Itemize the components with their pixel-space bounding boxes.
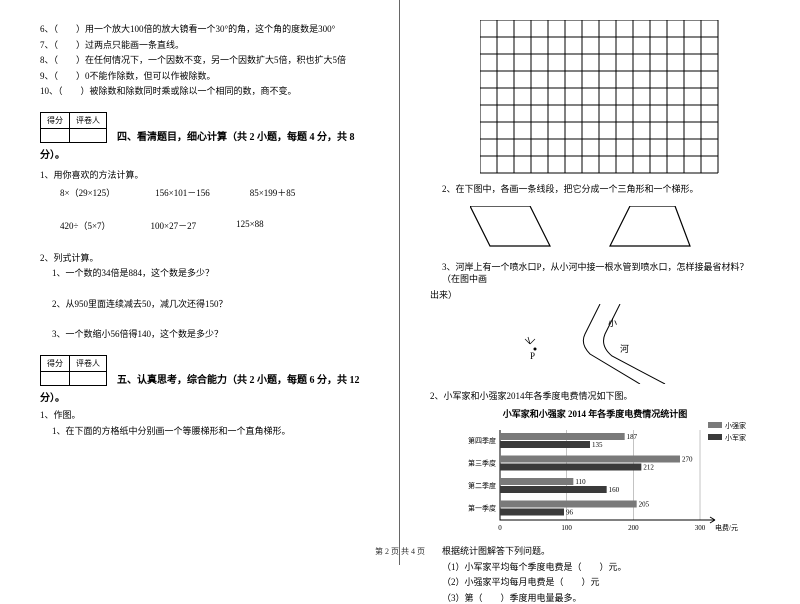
prob-1: 1、用你喜欢的方法计算。 [40, 169, 379, 182]
prob-5-1: 1、作图。 [40, 409, 379, 422]
calc-row-2: 420÷（5×7） 100×27－27 125×88 [60, 219, 379, 232]
svg-text:110: 110 [575, 478, 586, 486]
question-8: 8、（ ）在任何情况下，一个因数不变，另一个因数扩大5倍，积也扩大5倍 [40, 54, 379, 67]
svg-text:205: 205 [639, 500, 650, 508]
parallelogram-shape [470, 206, 560, 251]
question-r3b: 出来） [430, 289, 760, 302]
section-4-cont: 分）。 [40, 149, 379, 163]
svg-text:96: 96 [566, 508, 574, 516]
prob-2-2: 2、从950里面连续减去50，减几次还得150？ [52, 298, 379, 311]
svg-text:200: 200 [628, 524, 639, 532]
sub-2: （2）小强家平均每月电费是（ ）元 [442, 576, 760, 589]
grid-paper [480, 20, 720, 175]
question-10: 10、（ ）被除数和除数同时乘或除以一个相同的数，商不变。 [40, 85, 379, 98]
sub-3: （3）第（ ）季度用电量最多。 [442, 592, 760, 604]
sub-1: （1）小军家平均每个季度电费是（ ）元。 [442, 561, 760, 574]
svg-text:270: 270 [682, 455, 693, 463]
grader-label: 评卷人 [70, 112, 107, 128]
svg-text:小强家: 小强家 [725, 421, 746, 430]
grader-label-5: 评卷人 [70, 355, 107, 371]
score-cell-5 [41, 371, 70, 385]
chart-title: 小军家和小强家 2014 年各季度电费情况统计图 [430, 407, 760, 420]
score-box-4: 得分评卷人 四、看清题目，细心计算（共 2 小题，每题 4 分，共 8 [40, 112, 379, 143]
chart-intro: 2、小军家和小强家2014年各季度电费情况如下图。 [430, 390, 760, 403]
svg-text:135: 135 [592, 441, 603, 449]
right-column: 2、在下图中，各画一条线段，把它分成一个三角形和一个梯形。 3、河岸上有一个喷水… [400, 0, 800, 565]
calc-2-3: 125×88 [236, 219, 264, 232]
svg-text:第一季度: 第一季度 [468, 503, 496, 512]
shapes-row [470, 206, 760, 251]
calc-2-2: 100×27－27 [151, 219, 197, 232]
label-small: 小 [608, 318, 617, 328]
label-river: 河 [620, 343, 629, 354]
score-label-5: 得分 [41, 355, 70, 371]
score-cell [41, 128, 70, 142]
score-box-5: 得分评卷人 五、认真思考，综合能力（共 2 小题，每题 6 分，共 12 [40, 355, 379, 386]
grader-cell [70, 128, 107, 142]
svg-text:300: 300 [695, 524, 706, 532]
svg-text:电费/元: 电费/元 [715, 523, 738, 532]
svg-text:第四季度: 第四季度 [468, 436, 496, 445]
trapezoid-shape [600, 206, 700, 251]
question-r3: 3、河岸上有一个喷水口P，从小河中接一根水管到喷水口，怎样接最省材料？（在图中画 [442, 261, 760, 286]
question-9: 9、（ ）0不能作除数，但可以作被除数。 [40, 70, 379, 83]
calc-2-1: 420÷（5×7） [60, 219, 111, 232]
svg-text:187: 187 [627, 433, 638, 441]
prob-2-3: 3、一个数缩小56倍得140，这个数是多少？ [52, 328, 379, 341]
score-table-5: 得分评卷人 [40, 355, 107, 386]
section-5-title: 五、认真思考，综合能力（共 2 小题，每题 6 分，共 12 [117, 371, 360, 386]
question-7: 7、（ ）过两点只能画一条直线。 [40, 39, 379, 52]
grader-cell-5 [70, 371, 107, 385]
calc-1-1: 8×（29×125） [60, 186, 115, 199]
bar-chart: 小强家小军家 0 100 200 300 电费/元 187 135 第四季度 270 212 第三季度… [450, 420, 750, 540]
left-column: 6、（ ）用一个放大100倍的放大镜看一个30°的角，这个角的度数是300° 7… [0, 0, 400, 565]
river-diagram: 小 河 P [490, 304, 690, 384]
prob-2: 2、列式计算。 [40, 252, 379, 265]
prob-5-1-1: 1、在下面的方格纸中分别画一个等腰梯形和一个直角梯形。 [52, 425, 379, 438]
prob-2-1: 1、一个数的34倍是884，这个数是多少？ [52, 267, 379, 280]
svg-text:100: 100 [561, 524, 572, 532]
svg-text:160: 160 [609, 486, 620, 494]
question-6: 6、（ ）用一个放大100倍的放大镜看一个30°的角，这个角的度数是300° [40, 23, 379, 36]
section-4-title: 四、看清题目，细心计算（共 2 小题，每题 4 分，共 8 [117, 128, 355, 143]
calc-1-3: 85×199＋85 [250, 186, 296, 199]
svg-text:212: 212 [643, 463, 654, 471]
question-r2: 2、在下图中，各画一条线段，把它分成一个三角形和一个梯形。 [442, 183, 760, 196]
label-p: P [530, 351, 535, 361]
calc-row-1: 8×（29×125） 156×101－156 85×199＋85 [60, 186, 379, 199]
svg-text:小军家: 小军家 [725, 433, 746, 442]
svg-text:第三季度: 第三季度 [468, 458, 496, 467]
calc-1-2: 156×101－156 [155, 186, 210, 199]
section-5-cont: 分）。 [40, 392, 379, 406]
page-footer: 第 2 页 共 4 页 [0, 546, 800, 557]
svg-text:0: 0 [498, 524, 502, 532]
svg-text:第二季度: 第二季度 [468, 481, 496, 490]
score-table: 得分评卷人 [40, 112, 107, 143]
score-label: 得分 [41, 112, 70, 128]
